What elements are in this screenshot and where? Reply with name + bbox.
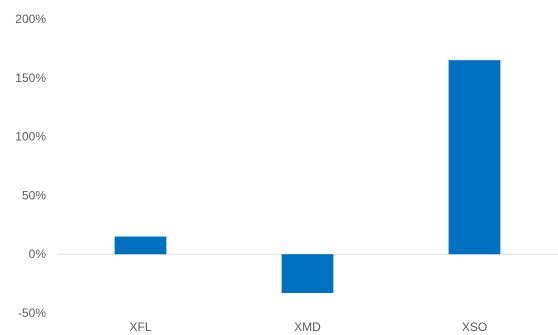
x-tick-label: XSO — [462, 320, 487, 334]
y-axis: 200% 150% 100% 50% 0% -50% — [15, 12, 46, 320]
y-tick-label: 150% — [15, 71, 46, 85]
bar-xmd — [281, 254, 334, 294]
bar-xso — [448, 60, 501, 255]
x-axis: XFL XMD XSO — [129, 320, 487, 334]
bar-xfl — [114, 236, 167, 255]
y-tick-label: 200% — [15, 12, 46, 26]
x-tick-label: XFL — [129, 320, 151, 334]
bars — [114, 60, 501, 294]
y-tick-label: -50% — [18, 306, 46, 320]
y-tick-label: 50% — [22, 188, 46, 202]
y-tick-label: 100% — [15, 130, 46, 144]
y-tick-label: 0% — [29, 247, 47, 261]
x-tick-label: XMD — [294, 320, 321, 334]
